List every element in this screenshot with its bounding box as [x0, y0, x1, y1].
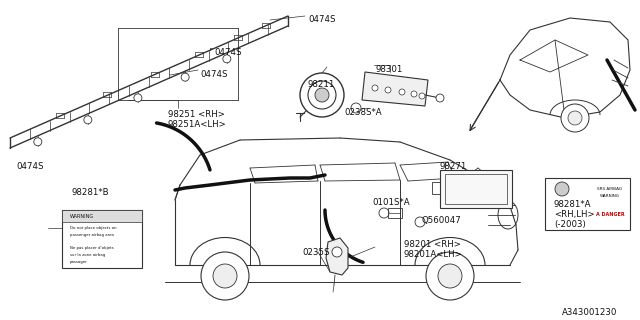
Circle shape — [34, 138, 42, 146]
Circle shape — [411, 91, 417, 97]
Text: A343001230: A343001230 — [562, 308, 618, 317]
Circle shape — [426, 252, 474, 300]
Circle shape — [419, 93, 425, 99]
Circle shape — [436, 94, 444, 102]
Bar — [545, 178, 630, 230]
Text: 98201A<LH>: 98201A<LH> — [404, 250, 463, 259]
Text: WARNING: WARNING — [70, 214, 94, 220]
Circle shape — [438, 264, 462, 288]
Text: A DANGER: A DANGER — [596, 212, 624, 218]
Circle shape — [308, 81, 336, 109]
Text: 0474S: 0474S — [200, 70, 227, 79]
Circle shape — [385, 87, 391, 93]
Circle shape — [213, 264, 237, 288]
Bar — [445, 174, 507, 204]
Text: 0474S: 0474S — [308, 15, 335, 24]
Circle shape — [372, 85, 378, 91]
Bar — [432, 182, 440, 194]
Circle shape — [84, 116, 92, 124]
Circle shape — [351, 103, 361, 113]
Text: 98251 <RH>: 98251 <RH> — [168, 110, 225, 119]
Text: 0235S: 0235S — [302, 248, 330, 257]
Text: 0474S: 0474S — [214, 48, 241, 57]
Text: 98271: 98271 — [440, 162, 467, 171]
Text: Do not place objects on: Do not place objects on — [70, 226, 116, 230]
Text: (-2003): (-2003) — [554, 220, 586, 229]
Bar — [388, 208, 402, 218]
Circle shape — [568, 111, 582, 125]
Text: passager: passager — [70, 260, 88, 264]
Polygon shape — [326, 238, 348, 275]
Circle shape — [399, 89, 405, 95]
Text: 98211: 98211 — [308, 80, 335, 89]
Circle shape — [223, 55, 231, 63]
Circle shape — [300, 73, 344, 117]
Text: sur la zone airbag: sur la zone airbag — [70, 253, 105, 257]
Circle shape — [379, 208, 389, 218]
Text: 98281*A: 98281*A — [554, 200, 591, 209]
Polygon shape — [362, 72, 428, 106]
Text: 0474S: 0474S — [16, 162, 44, 171]
Circle shape — [561, 104, 589, 132]
Text: WARNING: WARNING — [600, 194, 620, 198]
Circle shape — [332, 247, 342, 257]
Circle shape — [555, 182, 569, 196]
Circle shape — [201, 252, 249, 300]
Bar — [62, 210, 142, 268]
Text: passenger airbag area: passenger airbag area — [70, 233, 114, 237]
Text: SRS AIRBAG: SRS AIRBAG — [597, 187, 623, 191]
Text: Q560047: Q560047 — [422, 216, 461, 225]
Bar — [62, 210, 142, 222]
Text: 0101S*A: 0101S*A — [372, 198, 410, 207]
Text: 98281*B: 98281*B — [72, 188, 109, 197]
Circle shape — [315, 88, 329, 102]
Text: 98201 <RH>: 98201 <RH> — [404, 240, 461, 249]
Circle shape — [415, 217, 425, 227]
Circle shape — [134, 94, 142, 102]
Text: 0238S*A: 0238S*A — [344, 108, 381, 117]
Text: 98301: 98301 — [376, 65, 403, 74]
Text: 98251A<LH>: 98251A<LH> — [168, 120, 227, 129]
Text: Ne pas placer d'objets: Ne pas placer d'objets — [70, 246, 114, 250]
Text: <RH,LH>: <RH,LH> — [554, 210, 595, 219]
Bar — [440, 170, 512, 208]
Circle shape — [181, 73, 189, 81]
